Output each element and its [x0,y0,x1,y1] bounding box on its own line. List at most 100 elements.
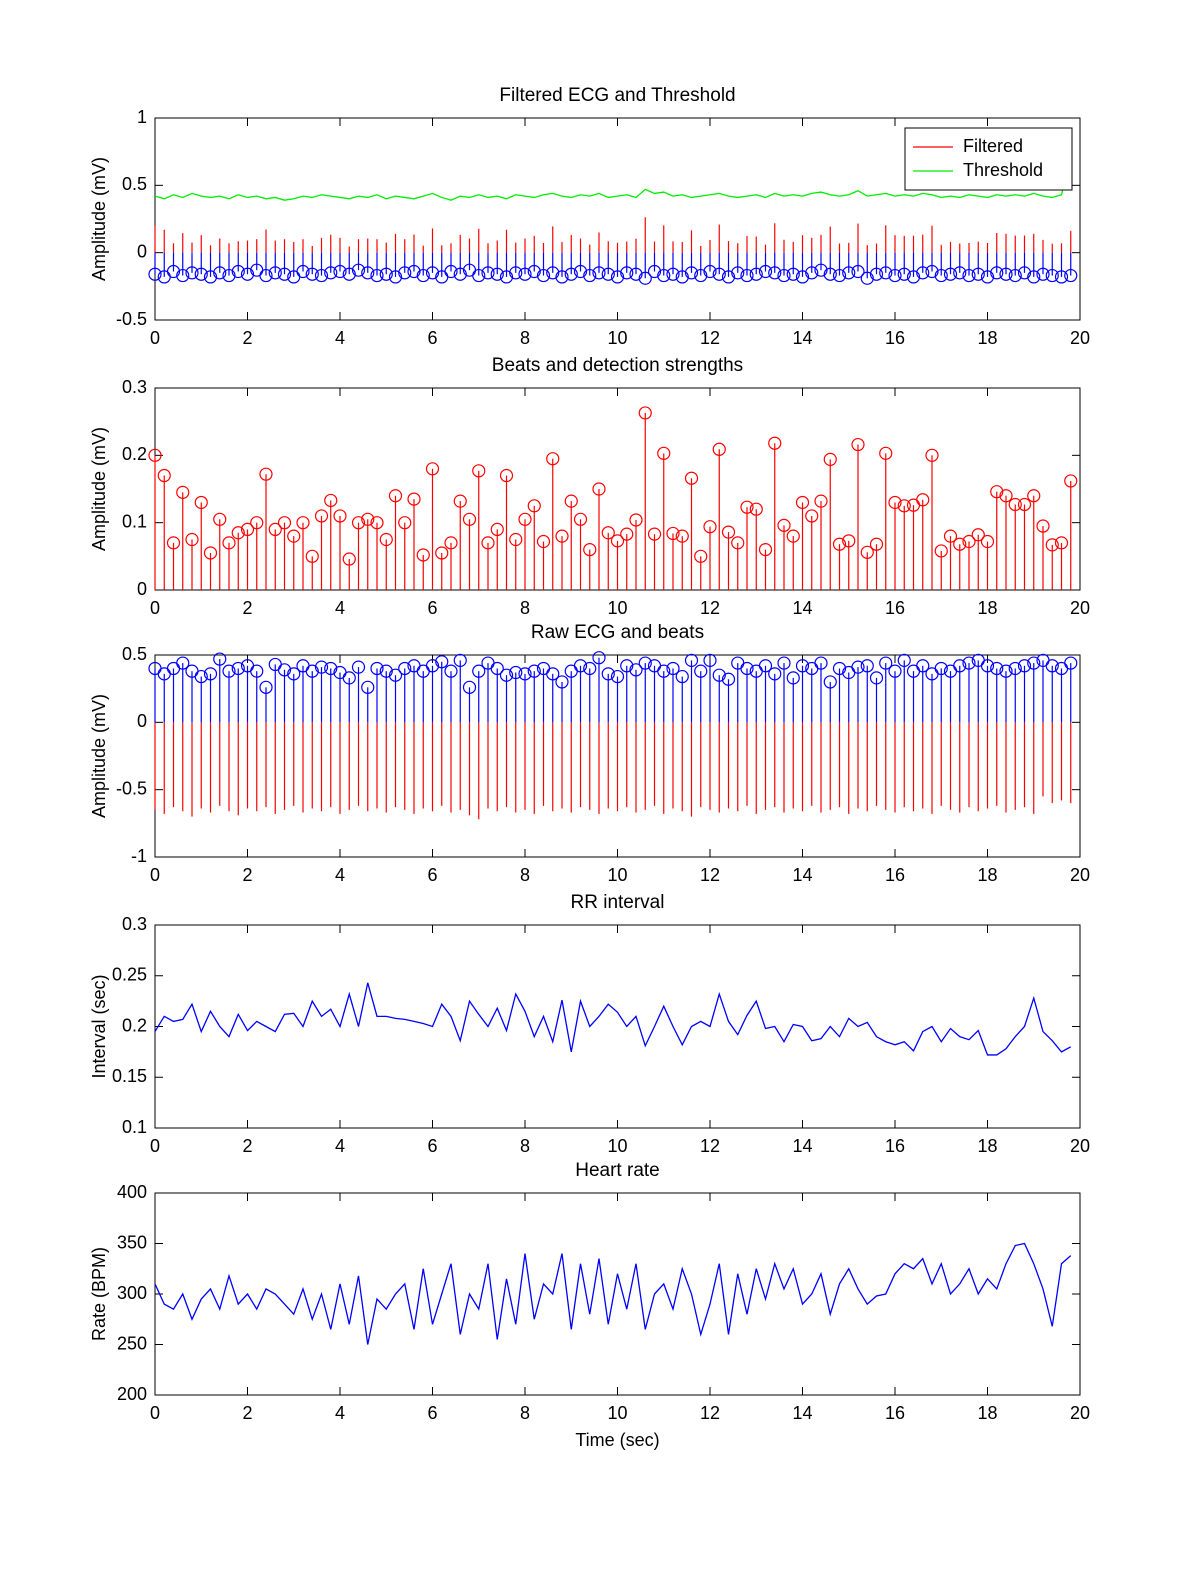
stem-marker [388,270,403,284]
stem-marker [897,653,911,667]
stem-marker [472,464,486,478]
stem-marker [694,549,708,563]
stem-marker [166,264,181,279]
stem-marker [490,267,504,281]
stem-marker [943,529,958,543]
stem-marker [879,446,893,460]
stem-marker [351,516,366,530]
stem-marker [342,671,356,685]
x-tick-label: 8 [520,598,530,618]
stem-marker [740,500,754,514]
stem-marker [925,448,939,462]
stem-marker [823,267,837,281]
axes-box [154,924,1081,1129]
stem-marker [379,664,393,678]
stem-marker [768,667,782,681]
stem-marker [1027,656,1041,670]
stem-marker [712,442,726,456]
stem-marker [231,526,245,540]
stem-marker [749,502,763,516]
stem-marker [573,264,588,279]
stem-marker [777,656,791,670]
subplot: Filtered ECG and Threshold Amplitude (mV)… [89,85,1090,348]
stem-marker [666,661,680,676]
stem-marker [583,268,597,283]
stem-marker [795,270,810,284]
x-tick-label: 8 [520,1403,530,1423]
x-tick-label: 20 [1070,598,1090,618]
stem-marker [398,266,412,280]
stem-marker [703,520,717,534]
stem-marker [314,268,329,283]
stem-marker [176,485,190,499]
stem-marker [777,268,791,283]
stem-marker [842,534,856,548]
stem-marker [536,534,551,549]
stem-marker [231,264,245,279]
x-tick-label: 0 [150,328,160,348]
stem-marker [583,542,597,557]
stem-marker [407,492,421,506]
stem-marker [305,549,319,563]
stem-marker [620,266,634,280]
stem-marker [222,268,236,283]
stem-marker [490,661,504,676]
stem-marker [675,669,689,684]
stem-marker [518,267,532,281]
stem-marker [684,266,699,280]
x-tick-label: 2 [242,1136,252,1156]
stem-marker [157,468,171,483]
stem-marker [277,267,292,281]
x-tick-label: 10 [607,865,627,885]
stem-marker [564,494,578,508]
stem-marker [851,437,865,452]
x-tick-label: 6 [427,598,437,618]
stem-marker [453,494,467,508]
stem-marker [416,268,430,283]
stem-marker [259,467,273,481]
x-tick-label: 20 [1070,865,1090,885]
y-tick-label: 0.25 [112,965,147,985]
stem-marker [814,494,828,508]
stem-marker [388,489,403,503]
stem-marker [342,267,356,281]
x-tick-label: 16 [885,328,905,348]
y-tick-label: -0.5 [116,778,147,798]
x-tick-label: 14 [792,1403,812,1423]
stem-marker [721,270,736,284]
stem-marker [324,661,338,676]
stem-marker [860,545,874,559]
stem-marker [213,266,227,280]
stem-marker [509,532,523,547]
stem-marker [814,656,828,670]
x-tick-label: 10 [607,1136,627,1156]
stem-marker [953,266,967,280]
stem-marker [203,270,218,284]
stem-marker [694,268,708,283]
x-tick-label: 8 [520,865,530,885]
y-tick-label: 250 [117,1333,147,1353]
y-tick-label: 0.5 [122,644,147,664]
stem-marker [768,266,782,280]
stem-marker [629,267,643,281]
stem-marker [888,268,902,283]
x-tick-label: 4 [335,1136,345,1156]
stem-marker [758,659,773,673]
stem-marker [453,267,467,281]
x-tick-label: 12 [700,598,720,618]
x-tick-label: 18 [977,598,997,618]
stem-marker [370,268,384,283]
stem-marker [1008,661,1022,676]
y-tick-label: 0.1 [122,511,147,531]
stem-marker [398,661,412,676]
stem-marker [1045,268,1059,283]
stem-marker [638,406,652,420]
stem-marker [462,512,477,526]
stem-marker [148,448,162,462]
x-tick-label: 10 [607,328,627,348]
stem-marker [499,668,514,682]
stem-marker [453,653,467,667]
stem-marker [703,264,717,279]
stem-marker [370,516,384,530]
